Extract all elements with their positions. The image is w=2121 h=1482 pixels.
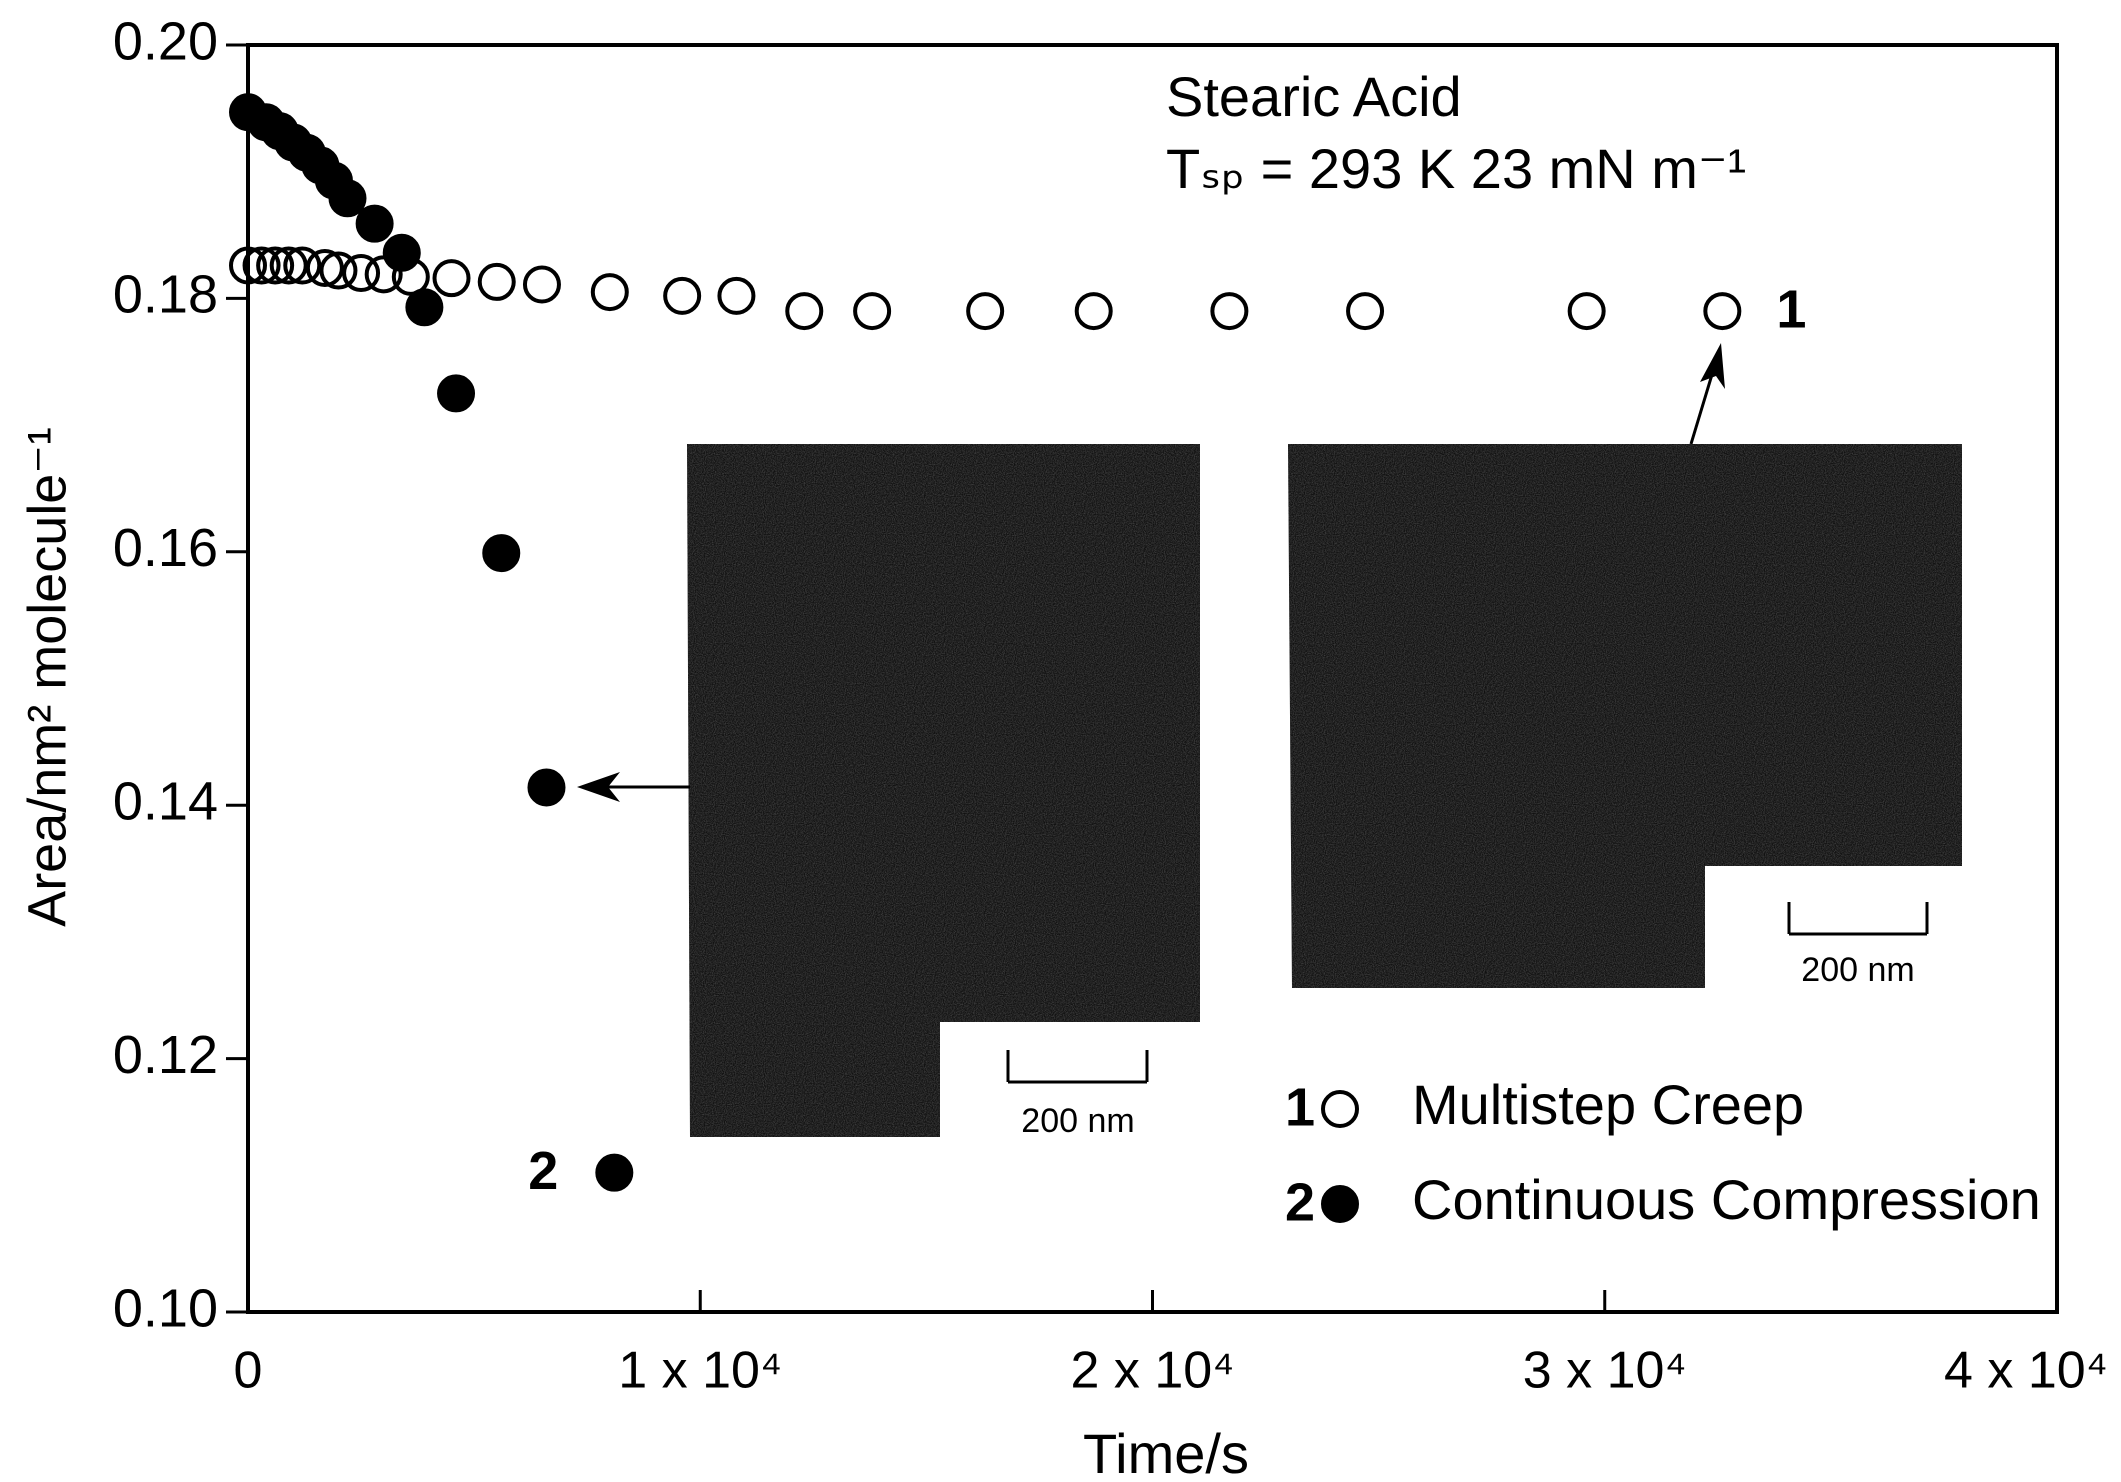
- x-axis-label: Time/s: [1083, 1422, 1249, 1482]
- x-tick-label: 0: [234, 1342, 263, 1400]
- x-tick-label: 2 x 10⁴: [1071, 1342, 1235, 1400]
- open-marker: [966, 292, 1005, 331]
- open-marker: [319, 251, 358, 290]
- open-marker: [269, 246, 308, 285]
- open-marker: [853, 292, 892, 331]
- filled-marker: [595, 1153, 634, 1192]
- legend-marker: [1321, 1185, 1359, 1223]
- open-marker: [229, 246, 267, 285]
- open-marker: [1346, 292, 1385, 331]
- filled-marker: [328, 179, 367, 218]
- open-marker: [477, 262, 516, 301]
- y-tick-label: 0.12: [113, 1025, 218, 1085]
- filled-marker: [527, 768, 566, 807]
- open-marker: [1210, 292, 1249, 331]
- arrow: [577, 343, 1725, 802]
- inset-right: [1288, 444, 1962, 988]
- filled-marker: [437, 374, 476, 413]
- open-marker: [256, 246, 295, 285]
- x-tick-label: 3 x 10⁴: [1523, 1342, 1687, 1400]
- y-tick-label: 0.10: [113, 1278, 218, 1338]
- filled-marker: [405, 288, 444, 327]
- x-tick-label: 4 x 10⁴: [1944, 1342, 2108, 1400]
- legend-number: 1: [1285, 1077, 1315, 1137]
- series-label: 1: [1776, 279, 1806, 339]
- open-marker: [1074, 292, 1113, 331]
- open-marker: [242, 246, 281, 285]
- legend-marker: [1321, 1090, 1359, 1128]
- open-marker: [663, 276, 702, 315]
- y-tick-label: 0.16: [113, 518, 218, 578]
- open-marker: [432, 259, 471, 298]
- y-tick-label: 0.14: [113, 771, 218, 831]
- inset-left: [687, 444, 1200, 1137]
- open-marker: [283, 246, 322, 285]
- open-marker: [717, 276, 756, 315]
- legend-label: Multistep Creep: [1412, 1073, 1804, 1136]
- open-marker: [1567, 292, 1606, 331]
- open-marker: [522, 265, 561, 304]
- annotation: Stearic Acid: [1166, 65, 1462, 128]
- filled-marker: [482, 534, 521, 573]
- series-label: 2: [528, 1141, 558, 1201]
- open-marker: [785, 292, 824, 331]
- y-tick-label: 0.20: [113, 11, 218, 71]
- open-marker: [342, 254, 381, 293]
- legend-label: Continuous Compression: [1412, 1168, 2041, 1231]
- filled-marker: [382, 233, 421, 272]
- open-marker: [590, 273, 629, 312]
- legend-number: 2: [1285, 1172, 1315, 1232]
- annotation: Tₛₚ = 293 K 23 mN m⁻¹: [1166, 137, 1746, 200]
- x-tick-label: 1 x 10⁴: [618, 1342, 782, 1400]
- scale-label: 200 nm: [1801, 951, 1914, 989]
- open-marker: [305, 248, 344, 287]
- y-axis-label: Area/nm² molecule⁻¹: [17, 427, 77, 927]
- filled-marker: [355, 204, 394, 243]
- open-marker: [1703, 292, 1742, 331]
- y-tick-label: 0.18: [113, 265, 218, 325]
- scale-label: 200 nm: [1021, 1102, 1134, 1140]
